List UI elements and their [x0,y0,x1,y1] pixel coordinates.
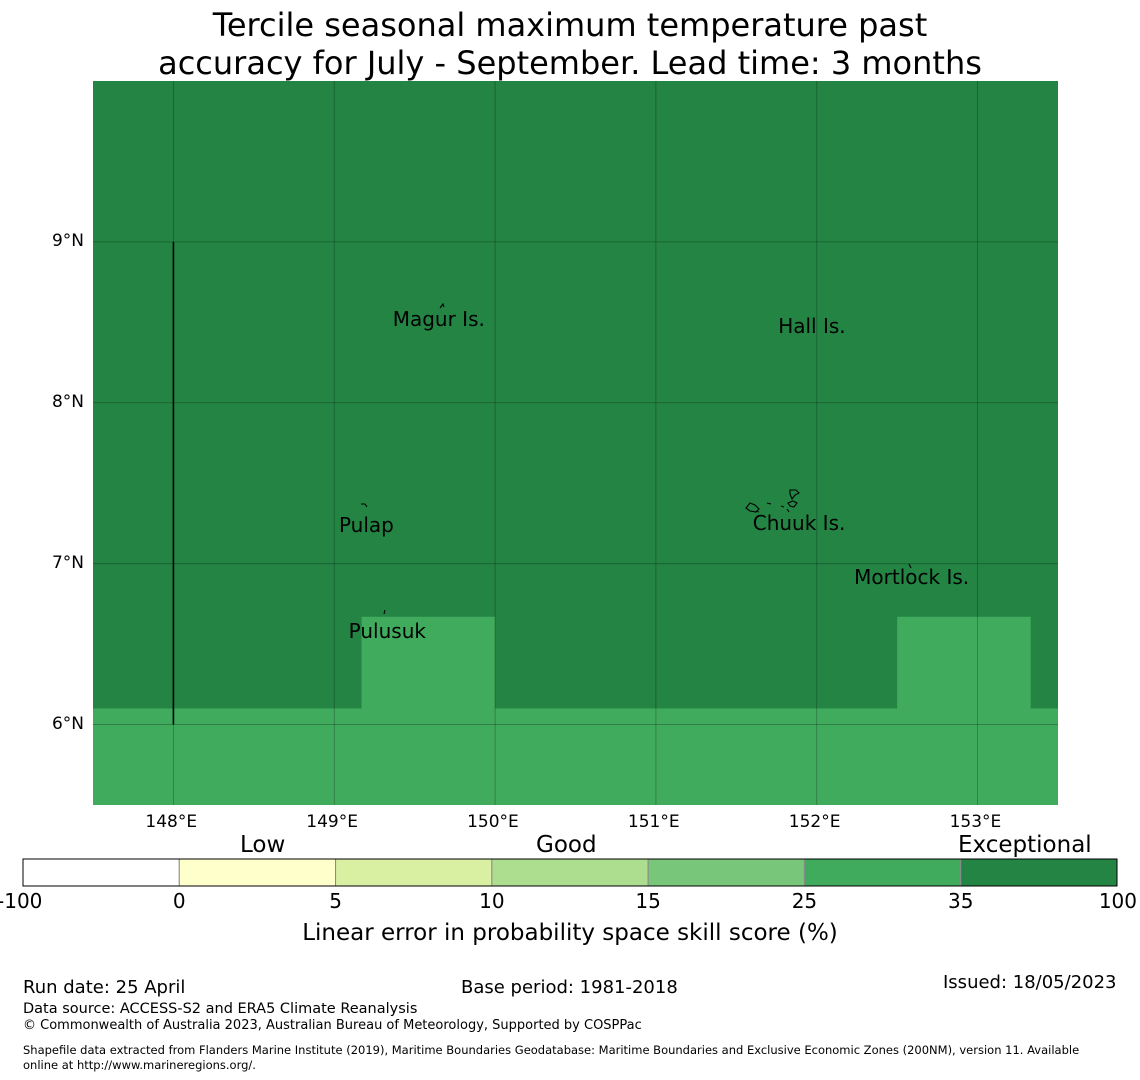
data-source: Data source: ACCESS-S2 and ERA5 Climate … [23,1001,418,1017]
colorbar-tick-label: 15 [635,889,661,913]
colorbar-tick-label: 10 [479,889,505,913]
title-line-2: accuracy for July - September. Lead time… [158,44,982,82]
latitude-label: 8°N [51,391,84,412]
longitude-label: 153°E [949,812,1002,832]
longitude-label: 148°E [145,812,198,832]
mortlock-island-shape [908,563,912,569]
colorbar-bin-5 [803,858,962,887]
map-title: Tercile seasonal maximum temperature pas… [0,6,1140,82]
skill-zone-2 [897,616,1031,805]
skill-zones [93,616,1058,805]
colorbar-tick-label: 5 [329,889,342,913]
colorbar-tick-label: 35 [947,889,974,913]
latitude-label: 6°N [51,713,84,734]
pulusuk-island-shape [383,609,386,615]
copyright: © Commonwealth of Australia 2023, Austra… [23,1018,642,1033]
colorbar-tick-label: 25 [791,889,818,913]
island-outlines [361,302,912,615]
colorbar-bin-4 [647,858,805,887]
longitude-label: 152°E [788,812,841,832]
colorbar-bin-0 [22,858,180,887]
place-label: Chuuk Is. [752,511,846,536]
latitude-label: 7°N [51,552,84,573]
colorbar-frame [22,858,1118,887]
category-exceptional: Exceptional [958,832,1092,858]
colorbar-tick-label: 0 [172,889,186,913]
longitude-label: 149°E [306,812,358,832]
pulap-island-shape [361,503,368,508]
place-label: Pulusuk [348,619,426,644]
colorbar-bin-3 [491,858,649,887]
colorbar-bin-2 [335,858,493,887]
place-label: Hall Is. [778,313,846,338]
base-period: Base period: 1981-2018 [461,977,678,998]
colorbar-bin-6 [960,858,1118,887]
shapefile-credit-line-1: Shapefile data extracted from Flanders M… [23,1043,1080,1057]
longitude-label: 151°E [627,812,680,832]
latitude-label: 9°N [51,230,84,251]
place-label: Mortlock Is. [854,564,970,589]
graticule [93,81,1058,805]
skill-zone-1 [361,616,496,805]
place-label: Magur Is. [392,307,485,332]
category-good: Good [536,832,597,858]
colorbar-tick-label: -100 [0,889,43,913]
colorbar-tick-label: 100 [1098,889,1137,913]
longitude-label: 150°E [467,812,519,832]
chuuk-reef-shape [745,489,800,513]
run-date: Run date: 25 April [23,977,186,998]
colorbar-scale [22,858,1118,887]
magur-island-shape [439,302,445,309]
category-low: Low [240,832,286,858]
place-label: Pulap [338,513,394,538]
colorbar-bin-1 [178,858,337,887]
skill-map [93,81,1058,805]
shapefile-credit-line-2: online at http://www.marineregions.org/. [23,1058,256,1072]
issued-date: Issued: 18/05/2023 [943,972,1117,993]
title-line-1: Tercile seasonal maximum temperature pas… [212,6,928,44]
colorbar-title: Linear error in probability space skill … [302,920,838,946]
